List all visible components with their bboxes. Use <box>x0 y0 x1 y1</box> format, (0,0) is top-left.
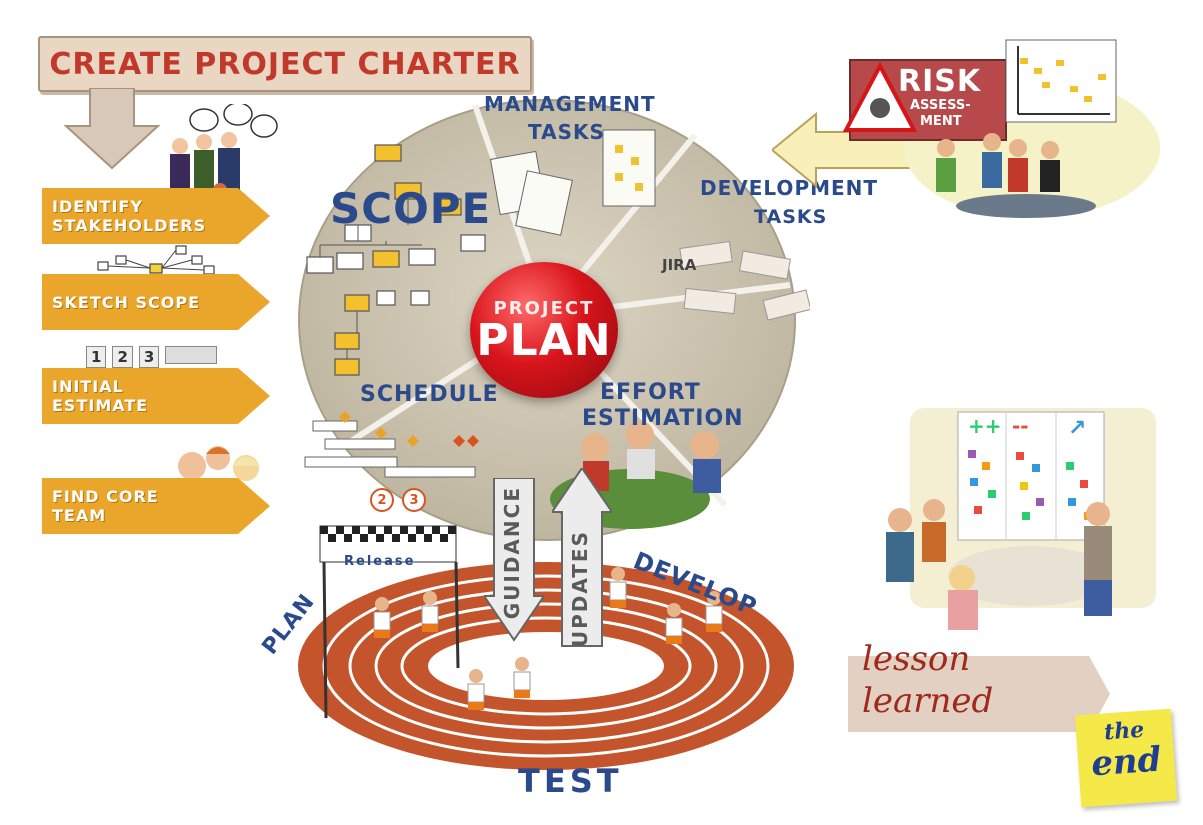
risk-subtitle-line: MENT <box>920 114 962 129</box>
step-label-line: IDENTIFY <box>52 197 143 216</box>
lesson-line: lesson <box>862 639 971 679</box>
retrospective-illustration <box>886 408 1156 630</box>
running-track <box>298 525 794 770</box>
estimate-card: 1 <box>86 346 107 368</box>
the-end-line: end <box>1089 739 1163 785</box>
segment-label-management-line: MANAGEMENT <box>484 92 656 116</box>
estimate-card: 2 <box>112 346 133 368</box>
charter-down-arrow <box>63 88 161 170</box>
lesson-line: learned <box>862 681 994 721</box>
step-label-line: INITIAL <box>52 377 124 396</box>
scope-sketch-illustration <box>97 245 215 275</box>
risk-subtitle-line: ASSESS- <box>910 98 971 113</box>
stakeholders-illustration <box>170 104 278 197</box>
step-identify-stakeholders: IDENTIFY STAKEHOLDERS <box>42 188 270 244</box>
retro-minus-label: -- <box>1012 414 1029 438</box>
create-project-charter-banner: CREATE PROJECT CHARTER <box>38 36 532 92</box>
risk-assessment-illustration <box>842 39 1160 218</box>
segment-label-effort-line: EFFORT <box>600 380 701 405</box>
risk-title: RISK <box>898 64 982 99</box>
step-label-line: ESTIMATE <box>52 396 149 415</box>
center-label-project: PROJECT <box>493 297 595 319</box>
guidance-label: GUIDANCE <box>500 486 524 620</box>
lesson-learned-text: lesson learned <box>862 638 1092 722</box>
estimate-number-cards: 1 2 3 <box>86 346 218 368</box>
step-find-core-team: FIND CORE TEAM <box>42 478 270 534</box>
the-end-sticky-note: the end <box>1074 708 1178 808</box>
updates-label: UPDATES <box>568 530 592 648</box>
milestone-badge: 2 <box>370 488 394 512</box>
segment-label-scope: SCOPE <box>330 184 492 233</box>
release-banner-label: Release <box>344 554 416 569</box>
segment-label-management-line: TASKS <box>528 120 605 144</box>
retro-arrow-icon: ↗ <box>1068 416 1087 441</box>
charter-title: CREATE PROJECT CHARTER <box>49 46 521 82</box>
updates-arrow <box>552 468 612 647</box>
estimate-card-stack <box>165 346 218 364</box>
segment-label-effort-line: ESTIMATION <box>582 406 744 431</box>
segment-label-development-line: TASKS <box>754 206 828 228</box>
lesson-learned-banner <box>848 656 1110 732</box>
retro-plus-label: ++ <box>968 414 1002 438</box>
guidance-arrow <box>484 478 544 642</box>
step-label-line: TEAM <box>52 506 107 525</box>
step-label-line: SKETCH SCOPE <box>52 292 200 312</box>
project-plan-button: PROJECT PLAN <box>470 262 618 398</box>
milestone-badge: 3 <box>402 488 426 512</box>
center-label-plan: PLAN <box>476 314 612 366</box>
track-label-test: TEST <box>518 762 623 800</box>
segment-label-jira: JIRA <box>662 256 697 274</box>
step-label-line: STAKEHOLDERS <box>52 216 207 235</box>
schedule-milestones: 2 3 <box>370 488 426 512</box>
step-sketch-scope: SKETCH SCOPE <box>42 274 270 330</box>
estimate-card: 3 <box>138 346 160 368</box>
step-initial-estimate: INITIAL ESTIMATE <box>42 368 270 424</box>
segment-label-development-line: DEVELOPMENT <box>700 176 879 200</box>
segment-label-schedule: SCHEDULE <box>360 382 499 407</box>
step-label-line: FIND CORE <box>52 487 159 506</box>
